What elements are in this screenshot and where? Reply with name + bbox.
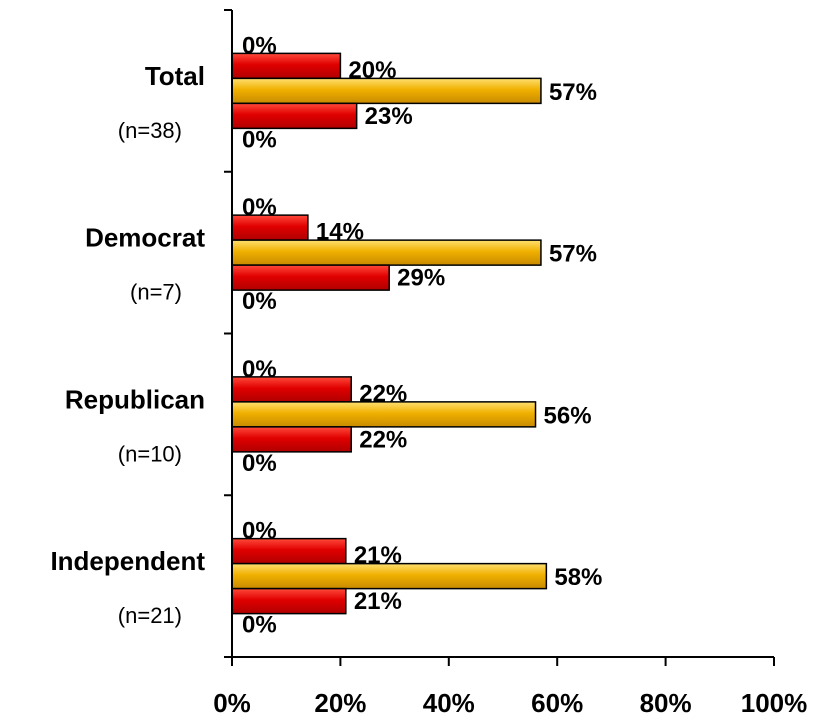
category-label-republican: Republican [65, 384, 205, 414]
bar-independent-2 [231, 562, 548, 590]
value-label: 21% [354, 542, 402, 569]
value-label: 21% [354, 588, 402, 615]
sample-size-label: (n=10) [118, 441, 182, 466]
value-label: 0% [242, 288, 277, 315]
bar-democrat-3 [231, 264, 390, 291]
value-label: 22% [359, 380, 407, 407]
category-label-democrat: Democrat [85, 223, 205, 253]
axes: 0% 20% 40% 60% 80% 100% [213, 9, 808, 718]
value-label: 0% [242, 126, 277, 153]
value-label: 0% [242, 612, 277, 639]
bar-total-3 [231, 102, 358, 130]
x-tick-label: 100% [741, 688, 808, 718]
x-tick-label: 40% [423, 688, 475, 718]
x-tick-label: 20% [314, 688, 366, 718]
value-label: 20% [348, 57, 396, 84]
value-label: 22% [359, 426, 407, 453]
value-label: 0% [242, 518, 277, 545]
bar-republican-1 [231, 376, 352, 403]
x-tick-label: 0% [213, 688, 251, 718]
category-label-independent: Independent [50, 546, 205, 576]
bar-republican-2 [231, 401, 537, 428]
value-label: 0% [242, 194, 277, 221]
bar-independent-3 [231, 587, 347, 615]
x-tick-label: 80% [640, 688, 692, 718]
value-label: 29% [397, 265, 445, 292]
value-labels-layer: 0% 20% 57% 23% 0% 0% 14% 57% 29% 0% 0% 22% 56% 22% 0% 0… [242, 32, 602, 638]
value-label: 56% [544, 402, 592, 429]
bar-total-2 [231, 77, 542, 105]
category-labels-layer: Total (n=38) Democrat (n=7) Republican (n=10)… [50, 61, 205, 628]
bar-democrat-2 [231, 239, 542, 266]
value-label: 0% [242, 450, 277, 477]
value-label: 57% [549, 79, 597, 106]
bar-republican-3 [231, 426, 352, 453]
sample-size-label: (n=38) [118, 118, 182, 143]
sample-size-label: (n=21) [118, 603, 182, 628]
value-label: 0% [242, 32, 277, 59]
value-label: 57% [549, 241, 597, 268]
category-label-total: Total [145, 61, 205, 91]
value-label: 14% [316, 219, 364, 246]
sample-size-label: (n=7) [130, 280, 182, 305]
value-label: 0% [242, 356, 277, 383]
x-tick-label: 60% [531, 688, 583, 718]
bars-layer [231, 52, 548, 615]
value-label: 23% [365, 103, 413, 130]
value-label: 58% [554, 564, 602, 591]
